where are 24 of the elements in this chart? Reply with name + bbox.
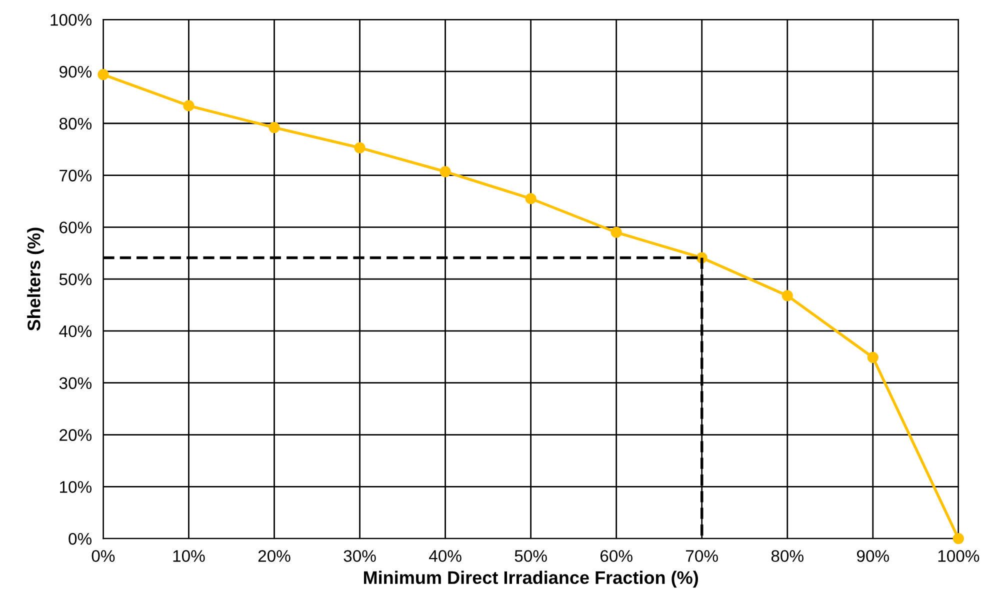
x-tick-label: 80% (771, 550, 804, 562)
y-tick-label: 20% (60, 429, 92, 441)
y-tick-label: 40% (59, 325, 92, 338)
y-tick-label: 50% (59, 273, 92, 286)
y-axis-title: Shelters (%) (27, 228, 44, 331)
x-tick-label: 50% (514, 550, 547, 562)
x-tick-label: 100% (938, 550, 980, 562)
y-tick-label: 70% (60, 170, 92, 182)
y-tick-label: 100% (50, 14, 92, 26)
y-tick-label: 0% (68, 532, 92, 545)
y-tick-label: 30% (59, 377, 92, 390)
y-tick-label: 90% (60, 66, 92, 78)
x-tick-label: 40% (429, 550, 462, 562)
x-axis-title: Minimum Direct Irradiance Fraction (%) (364, 570, 698, 588)
x-tick-label: 10% (173, 550, 205, 562)
x-tick-label: 0% (92, 550, 115, 562)
x-tick-label: 90% (857, 550, 889, 562)
y-tick-label: 10% (60, 481, 92, 493)
y-tick-label: 60% (60, 222, 92, 234)
x-tick-label: 70% (686, 550, 718, 562)
x-tick-label: 60% (600, 550, 632, 562)
y-tick-label: 80% (59, 118, 92, 130)
x-tick-label: 30% (344, 550, 376, 562)
x-tick-label: 20% (258, 550, 290, 562)
